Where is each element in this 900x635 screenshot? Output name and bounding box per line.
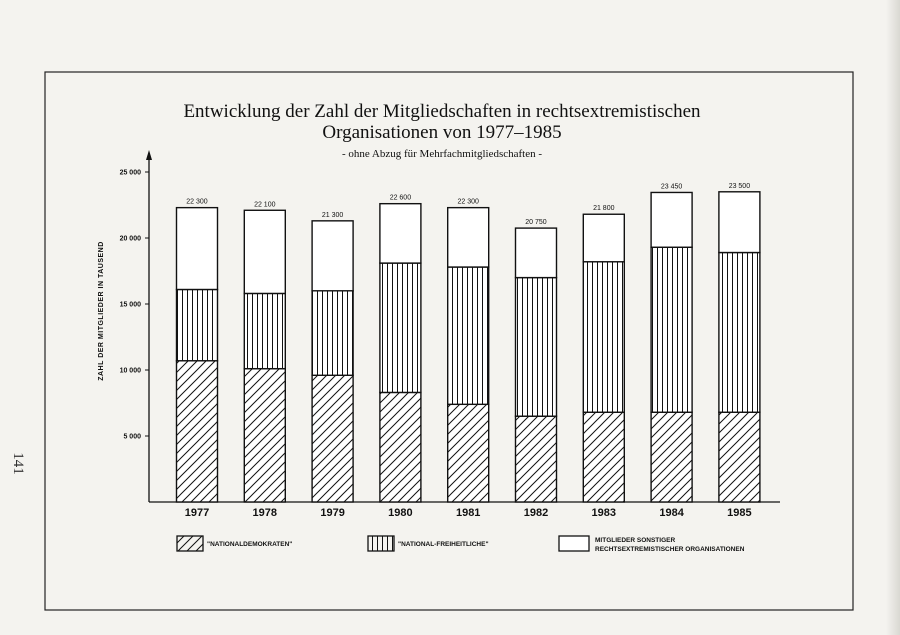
chart-subtitle: - ohne Abzug für Mehrfachmitgliedschafte… xyxy=(342,148,542,160)
bar-segment-national-freiheitliche xyxy=(175,288,219,362)
bar-total-label: 22 300 xyxy=(186,199,208,206)
bar-segment-sonstige xyxy=(175,206,219,291)
y-axis-arrow xyxy=(146,150,152,160)
bar-segment-national-freiheitliche xyxy=(447,266,490,406)
bar-segment-nationaldemokraten xyxy=(718,411,761,503)
bar-segment-nationaldemokraten xyxy=(175,360,219,503)
bar-segment-sonstige xyxy=(243,209,287,295)
chart-title-line1: Entwicklung der Zahl der Mitgliedschafte… xyxy=(183,101,701,122)
bar-segment-national-freiheitliche xyxy=(718,251,761,413)
bar-segment-national-freiheitliche xyxy=(514,276,558,417)
x-tick-label: 1978 xyxy=(253,507,277,519)
bar-segment-national-freiheitliche xyxy=(311,290,354,376)
bar-segment-nationaldemokraten xyxy=(514,415,558,503)
bar-total-label: 23 500 xyxy=(729,183,751,190)
legend-label: "NATIONALDEMOKRATEN" xyxy=(207,541,292,548)
bar-segment-sonstige xyxy=(379,202,422,264)
legend-swatch-diagonal xyxy=(176,535,204,552)
bar-total-label: 21 300 xyxy=(322,212,344,219)
bar-segment-sonstige xyxy=(650,191,693,248)
bar-segment-sonstige xyxy=(311,220,354,292)
page-edge-shadow xyxy=(886,0,900,635)
bar-total-label: 21 800 xyxy=(593,205,615,212)
bar-segment-sonstige xyxy=(514,227,558,279)
bar-segment-nationaldemokraten xyxy=(311,374,354,503)
legend-label-line2: RECHTSEXTREMISTISCHER ORGANISATIONEN xyxy=(595,546,745,553)
bar-total-label: 22 100 xyxy=(254,201,276,208)
bar-segment-national-freiheitliche xyxy=(379,262,422,394)
bar-segment-nationaldemokraten xyxy=(243,367,287,503)
legend-swatch-empty xyxy=(558,535,590,552)
y-tick-label: 5 000 xyxy=(123,434,141,441)
x-tick-label: 1983 xyxy=(592,507,616,519)
bar-segment-nationaldemokraten xyxy=(582,411,625,503)
bar-total-label: 20 750 xyxy=(525,219,547,226)
x-tick-label: 1984 xyxy=(659,507,684,519)
chart-frame xyxy=(44,71,854,611)
x-tick-label: 1982 xyxy=(524,507,548,519)
x-tick-label: 1985 xyxy=(727,507,751,519)
y-tick-label: 10 000 xyxy=(120,368,142,375)
bar-segment-sonstige xyxy=(447,206,490,268)
legend-label-line1: MITGLIEDER SONSTIGER xyxy=(595,537,675,544)
bar-segment-sonstige xyxy=(718,191,761,254)
legend-swatch-vertical xyxy=(367,535,395,552)
y-tick-label: 15 000 xyxy=(120,302,142,309)
x-tick-label: 1981 xyxy=(456,507,480,519)
bar-segment-sonstige xyxy=(582,213,625,263)
bar-segment-national-freiheitliche xyxy=(243,292,287,370)
bar-segment-nationaldemokraten xyxy=(379,391,422,503)
bar-segment-nationaldemokraten xyxy=(650,411,693,503)
y-tick-label: 25 000 xyxy=(120,170,142,177)
x-tick-label: 1979 xyxy=(320,507,344,519)
chart-title-line2: Organisationen von 1977–1985 xyxy=(322,122,561,143)
y-axis-label: ZAHL DER MITGLIEDER IN TAUSEND xyxy=(98,241,105,381)
bar-segment-national-freiheitliche xyxy=(650,246,693,413)
y-tick-label: 20 000 xyxy=(120,236,142,243)
bar-segment-nationaldemokraten xyxy=(447,403,490,503)
bar-segment-national-freiheitliche xyxy=(582,261,625,413)
bar-total-label: 22 300 xyxy=(457,199,479,206)
legend-label: "NATIONAL-FREIHEITLICHE" xyxy=(398,541,489,548)
x-tick-label: 1977 xyxy=(185,507,209,519)
x-tick-label: 1980 xyxy=(388,507,412,519)
bar-total-label: 23 450 xyxy=(661,183,683,190)
bar-total-label: 22 600 xyxy=(390,195,412,202)
